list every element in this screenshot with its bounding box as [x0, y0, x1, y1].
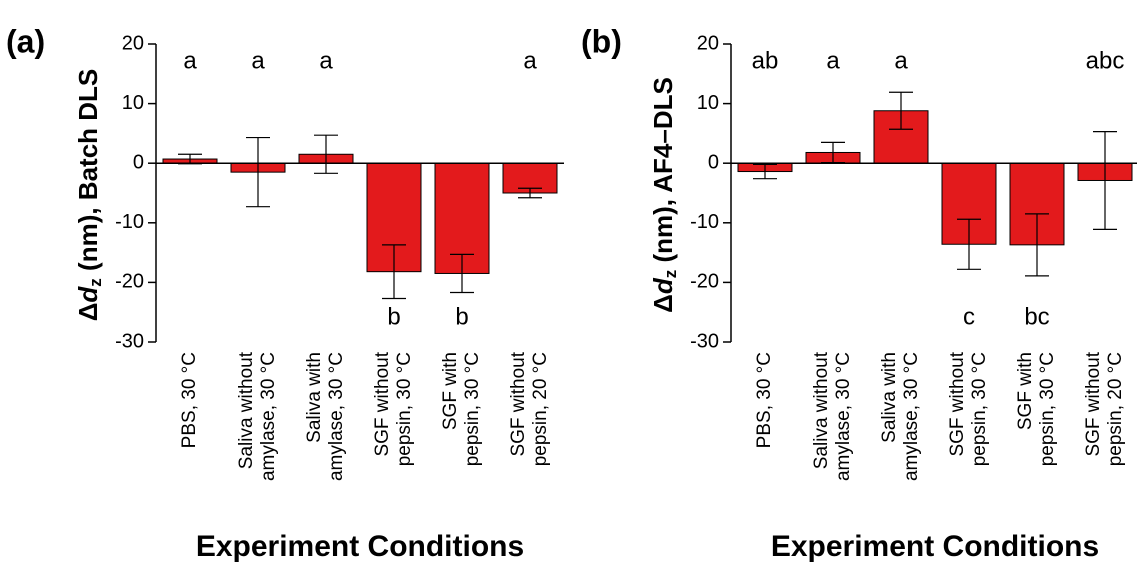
x-tick-label: amylase, 30 °C — [901, 352, 922, 481]
significance-letter: a — [183, 47, 197, 74]
y-tick-label: -20 — [690, 271, 719, 293]
panel-label: (b) — [581, 23, 622, 59]
x-tick-label: pepsin, 30 °C — [1037, 352, 1058, 466]
x-tick-label: Saliva without — [236, 351, 257, 469]
error-bar — [518, 187, 542, 199]
y-tick-label: 20 — [697, 32, 719, 54]
x-tick-label: pepsin, 20 °C — [1105, 352, 1126, 466]
x-tick-label: SGF with — [1015, 352, 1036, 430]
y-tick-label: 0 — [133, 151, 144, 173]
y-label-part: z — [661, 270, 680, 279]
error-bar — [889, 91, 913, 130]
error-bar — [314, 134, 338, 174]
x-tick-label: amylase, 30 °C — [258, 352, 279, 481]
x-tick-label: amylase, 30 °C — [326, 352, 347, 481]
x-tick-label: pepsin, 30 °C — [462, 352, 483, 466]
x-tick-label: pepsin, 30 °C — [394, 352, 415, 466]
panel-label: (a) — [6, 23, 45, 59]
y-tick-label: -30 — [690, 330, 719, 352]
x-tick-label: SGF without — [947, 351, 968, 456]
error-bar — [246, 136, 270, 208]
y-label-part: (nm), Batch DLS — [73, 69, 103, 278]
significance-letter: a — [319, 47, 333, 74]
y-tick-label: 20 — [122, 32, 144, 54]
significance-letter: a — [826, 47, 840, 74]
x-tick-label: pepsin, 20 °C — [530, 352, 551, 466]
y-axis-label: Δdz (nm), Batch DLS — [73, 69, 106, 322]
x-tick-label: SGF with — [440, 352, 461, 430]
error-bar — [1093, 131, 1117, 230]
significance-letter: ab — [752, 47, 779, 74]
significance-letter: a — [523, 47, 537, 74]
error-bar — [1025, 213, 1049, 277]
x-tick-label: Saliva with — [879, 352, 900, 443]
significance-letter: c — [963, 303, 975, 330]
y-tick-label: 10 — [697, 92, 719, 114]
y-tick-label: -30 — [115, 330, 144, 352]
significance-letter: a — [894, 47, 908, 74]
y-label-part: z — [86, 278, 105, 287]
y-label-part: d — [648, 277, 678, 294]
x-axis-label: Experiment Conditions — [771, 530, 1099, 563]
y-label-part: Δ — [648, 294, 678, 313]
x-tick-label: Saliva without — [811, 351, 832, 469]
error-bar — [957, 218, 981, 270]
x-tick-label: pepsin, 30 °C — [969, 352, 990, 466]
error-bar — [382, 244, 406, 300]
y-tick-label: 10 — [122, 92, 144, 114]
x-tick-label: amylase, 30 °C — [833, 352, 854, 481]
y-axis-label: Δdz (nm), AF4–DLS — [648, 77, 681, 313]
y-tick-label: -10 — [115, 211, 144, 233]
error-bar — [753, 163, 777, 180]
y-tick-label: 0 — [708, 151, 719, 173]
y-label-part: Δ — [73, 303, 103, 322]
significance-letter: b — [455, 303, 468, 330]
significance-letter: bc — [1024, 303, 1049, 330]
y-tick-label: -20 — [115, 271, 144, 293]
x-tick-label: PBS, 30 °C — [179, 352, 200, 448]
x-tick-label: PBS, 30 °C — [754, 352, 775, 448]
error-bar — [450, 253, 474, 294]
x-axis-label: Experiment Conditions — [196, 530, 524, 563]
significance-letter: b — [387, 303, 400, 330]
y-tick-label: -10 — [690, 211, 719, 233]
x-tick-label: SGF without — [1083, 351, 1104, 456]
y-label-part: d — [73, 286, 103, 303]
x-tick-label: SGF without — [508, 351, 529, 456]
x-tick-label: SGF without — [372, 351, 393, 456]
significance-letter: a — [251, 47, 265, 74]
x-tick-label: Saliva with — [304, 352, 325, 443]
y-label-part: (nm), AF4–DLS — [648, 77, 678, 270]
significance-letter: abc — [1086, 47, 1125, 74]
